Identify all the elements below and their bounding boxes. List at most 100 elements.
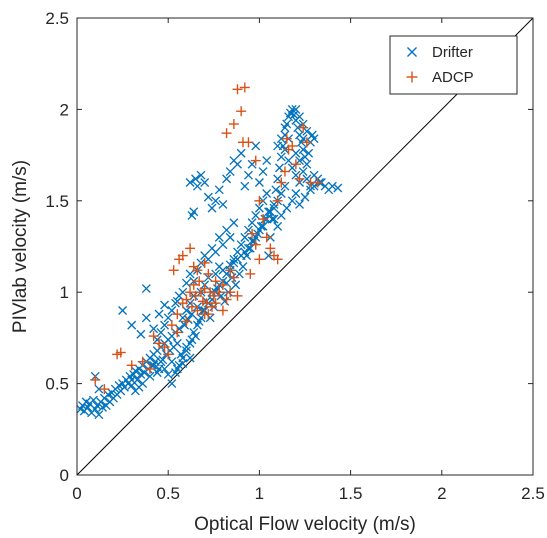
- data-point-adcp: [148, 331, 159, 342]
- data-point-drifter: [163, 370, 173, 379]
- data-point-drifter: [238, 262, 248, 272]
- data-point-adcp: [208, 290, 219, 301]
- data-point-drifter: [276, 152, 286, 162]
- data-point-adcp: [287, 140, 298, 151]
- data-point-drifter: [222, 225, 232, 235]
- data-point-drifter: [154, 309, 164, 319]
- y-tick-label: 2: [60, 100, 69, 119]
- legend: Drifter ADCP: [389, 35, 518, 95]
- x-tick-label: 1.5: [339, 484, 363, 503]
- data-point-adcp: [236, 106, 247, 117]
- data-point-drifter: [118, 306, 128, 315]
- data-point-drifter: [185, 178, 195, 187]
- series-adcp: [90, 82, 323, 395]
- data-point-adcp: [254, 195, 265, 206]
- data-point-drifter: [229, 254, 239, 264]
- data-point-drifter: [293, 123, 303, 133]
- data-point-drifter: [136, 329, 146, 339]
- data-point-drifter: [298, 167, 308, 177]
- y-tick-label: 1.5: [45, 192, 69, 211]
- data-point-adcp: [185, 287, 196, 298]
- data-point-adcp: [210, 276, 221, 287]
- data-point-drifter: [149, 360, 159, 370]
- data-point-adcp: [192, 265, 203, 276]
- data-point-drifter: [160, 364, 170, 374]
- data-point-adcp: [217, 279, 228, 290]
- legend-marker-drifter: [407, 47, 417, 57]
- data-point-drifter: [302, 159, 312, 169]
- data-point-drifter: [180, 320, 190, 330]
- data-point-adcp: [312, 177, 323, 188]
- data-point-drifter: [174, 291, 184, 301]
- data-point-drifter: [185, 269, 195, 279]
- data-point-drifter: [192, 320, 202, 330]
- data-point-drifter: [264, 251, 273, 261]
- data-point-adcp: [258, 214, 269, 225]
- data-point-drifter: [243, 170, 253, 180]
- data-point-adcp: [232, 290, 243, 301]
- data-point-drifter: [163, 313, 173, 323]
- data-point-drifter: [192, 181, 202, 191]
- data-point-drifter: [262, 189, 272, 198]
- data-point-adcp: [163, 349, 174, 360]
- data-point-drifter: [196, 313, 206, 323]
- tick-labels: 0 0.5 1 1.5 2 2.5 0 0.5 1 1.5 2 2.5: [45, 9, 544, 503]
- legend-marker-adcp: [406, 71, 418, 83]
- data-point-drifter: [247, 159, 257, 169]
- data-point-adcp: [301, 137, 312, 148]
- data-point-drifter: [258, 167, 268, 177]
- data-point-adcp: [126, 360, 137, 371]
- data-point-drifter: [178, 313, 188, 323]
- data-point-drifter: [214, 185, 224, 195]
- data-point-drifter: [236, 240, 246, 250]
- y-tick-label: 0: [60, 466, 69, 485]
- data-point-drifter: [220, 296, 230, 306]
- data-point-adcp: [194, 276, 205, 287]
- data-point-adcp: [239, 82, 250, 93]
- data-point-drifter: [304, 148, 314, 158]
- data-point-drifter: [205, 313, 215, 323]
- data-point-adcp: [181, 294, 192, 305]
- data-point-adcp: [221, 294, 232, 305]
- data-point-adcp: [144, 363, 155, 374]
- data-point-drifter: [88, 395, 98, 405]
- data-point-adcp: [214, 287, 225, 298]
- data-point-drifter: [327, 181, 337, 191]
- data-point-drifter: [233, 159, 242, 169]
- data-point-adcp: [225, 265, 236, 276]
- data-point-adcp: [272, 195, 283, 206]
- data-point-adcp: [243, 137, 254, 148]
- data-point-drifter: [284, 156, 294, 166]
- data-point-drifter: [185, 298, 195, 308]
- data-point-drifter: [258, 221, 268, 231]
- data-point-drifter: [291, 104, 301, 114]
- data-point-adcp: [247, 228, 258, 239]
- data-point-drifter: [167, 306, 177, 315]
- data-point-drifter: [309, 134, 319, 144]
- data-point-drifter: [302, 126, 312, 136]
- data-point-adcp: [199, 283, 210, 294]
- data-point-drifter: [218, 199, 228, 209]
- data-point-drifter: [276, 210, 286, 220]
- data-point-drifter: [171, 298, 180, 308]
- data-point-adcp: [298, 122, 309, 133]
- data-point-adcp: [221, 128, 232, 139]
- data-point-drifter: [262, 156, 272, 166]
- data-point-drifter: [207, 203, 217, 213]
- data-point-drifter: [298, 134, 308, 144]
- data-point-drifter: [243, 225, 253, 235]
- data-point-drifter: [300, 192, 310, 202]
- data-point-drifter: [240, 232, 250, 242]
- data-point-drifter: [200, 178, 210, 187]
- data-point-drifter: [203, 192, 213, 202]
- data-point-drifter: [287, 104, 297, 114]
- data-point-adcp: [254, 254, 265, 265]
- data-point-drifter: [287, 163, 297, 173]
- data-point-adcp: [115, 347, 126, 358]
- x-tick-label: 2.5: [521, 484, 545, 503]
- data-point-drifter: [287, 196, 297, 206]
- data-point-drifter: [251, 232, 261, 242]
- data-point-adcp: [250, 239, 261, 250]
- data-point-adcp: [210, 298, 221, 309]
